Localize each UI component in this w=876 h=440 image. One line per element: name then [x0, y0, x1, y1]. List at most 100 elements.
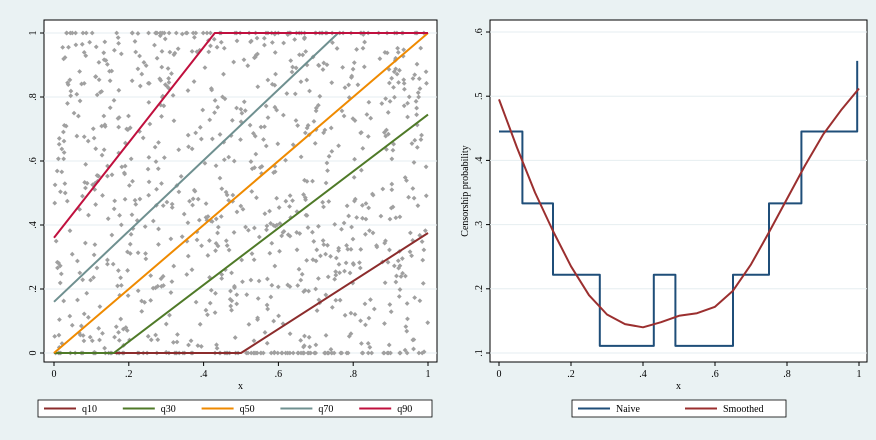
scatter-point	[397, 67, 402, 73]
scatter-point	[405, 100, 410, 106]
scatter-point	[419, 132, 424, 138]
scatter-point	[341, 113, 347, 119]
scatter-point	[116, 87, 122, 93]
scatter-point	[350, 280, 356, 286]
scatter-point	[118, 316, 124, 322]
scatter-point	[344, 350, 350, 356]
x-axis-label: x	[676, 381, 681, 392]
scatter-point	[169, 71, 174, 76]
scatter-point	[232, 335, 238, 340]
scatter-point	[359, 341, 364, 346]
scatter-point	[167, 312, 172, 318]
scatter-point	[113, 324, 119, 330]
scatter-point	[420, 280, 426, 286]
scatter-point	[207, 117, 213, 123]
scatter-point	[354, 215, 360, 220]
scatter-point	[56, 136, 62, 141]
scatter-point	[178, 173, 184, 179]
scatter-point	[399, 256, 405, 261]
scatter-point	[343, 260, 349, 266]
scatter-point	[318, 253, 323, 259]
scatter-point	[212, 310, 218, 316]
scatter-point	[316, 276, 321, 281]
scatter-point	[189, 48, 195, 54]
scatter-point	[385, 110, 391, 115]
scatter-point	[148, 273, 154, 279]
y-tick-label: .5	[474, 92, 485, 100]
scatter-point	[168, 290, 174, 295]
scatter-point	[351, 262, 356, 268]
scatter-point	[179, 31, 185, 37]
scatter-point	[143, 256, 149, 262]
scatter-point	[371, 306, 377, 312]
scatter-point	[302, 35, 307, 40]
scatter-point	[81, 134, 87, 140]
scatter-point	[226, 154, 232, 160]
scatter-point	[398, 274, 404, 279]
scatter-point	[117, 212, 122, 218]
scatter-point	[112, 198, 118, 204]
scatter-point	[55, 156, 61, 162]
scatter-point	[325, 274, 331, 280]
scatter-point	[105, 257, 110, 263]
scatter-point	[208, 287, 214, 293]
scatter-point	[345, 246, 351, 252]
scatter-point	[159, 64, 165, 70]
scatter-point	[193, 130, 199, 136]
scatter-point	[83, 185, 88, 191]
scatter-point	[265, 77, 271, 83]
scatter-point	[394, 71, 400, 77]
scatter-point	[247, 122, 253, 128]
scatter-point	[81, 81, 87, 86]
scatter-point	[120, 326, 126, 332]
scatter-point	[407, 230, 413, 236]
scatter-point	[330, 40, 335, 46]
scatter-point	[262, 211, 268, 217]
scatter-point	[205, 214, 211, 219]
scatter-point	[288, 58, 294, 64]
scatter-point	[232, 283, 237, 289]
scatter-point	[301, 350, 307, 356]
scatter-point	[326, 153, 332, 159]
scatter-point	[254, 350, 260, 356]
scatter-point	[287, 233, 293, 239]
scatter-point	[90, 126, 96, 132]
scatter-point	[295, 123, 301, 128]
scatter-point	[77, 98, 83, 104]
scatter-point	[77, 270, 83, 276]
scatter-point	[80, 333, 86, 338]
scatter-point	[228, 288, 233, 294]
scatter-point	[285, 232, 291, 238]
scatter-point	[395, 49, 401, 55]
scatter-point	[222, 267, 228, 273]
scatter-point	[366, 315, 372, 321]
scatter-point	[363, 322, 368, 328]
scatter-point	[132, 197, 138, 203]
scatter-point	[333, 255, 339, 261]
scatter-point	[52, 200, 58, 206]
scatter-point	[405, 316, 410, 322]
scatter-point	[170, 93, 176, 98]
scatter-point	[269, 282, 275, 288]
scatter-point	[366, 205, 372, 211]
scatter-point	[213, 163, 219, 169]
scatter-point	[159, 114, 164, 119]
scatter-point	[351, 60, 357, 66]
scatter-point	[338, 350, 344, 356]
scatter-point	[334, 46, 340, 51]
scatter-point	[310, 178, 315, 184]
scatter-point	[274, 107, 280, 113]
scatter-point	[290, 64, 295, 70]
scatter-point	[122, 196, 128, 202]
scatter-point	[416, 350, 422, 356]
scatter-point	[402, 175, 408, 180]
scatter-point	[328, 347, 334, 352]
scatter-point	[116, 150, 122, 156]
scatter-point	[227, 296, 233, 302]
scatter-point	[218, 39, 224, 45]
scatter-point	[145, 166, 151, 172]
scatter-point	[115, 283, 120, 289]
scatter-point	[352, 196, 358, 202]
scatter-point	[360, 350, 366, 356]
scatter-point	[275, 350, 281, 356]
